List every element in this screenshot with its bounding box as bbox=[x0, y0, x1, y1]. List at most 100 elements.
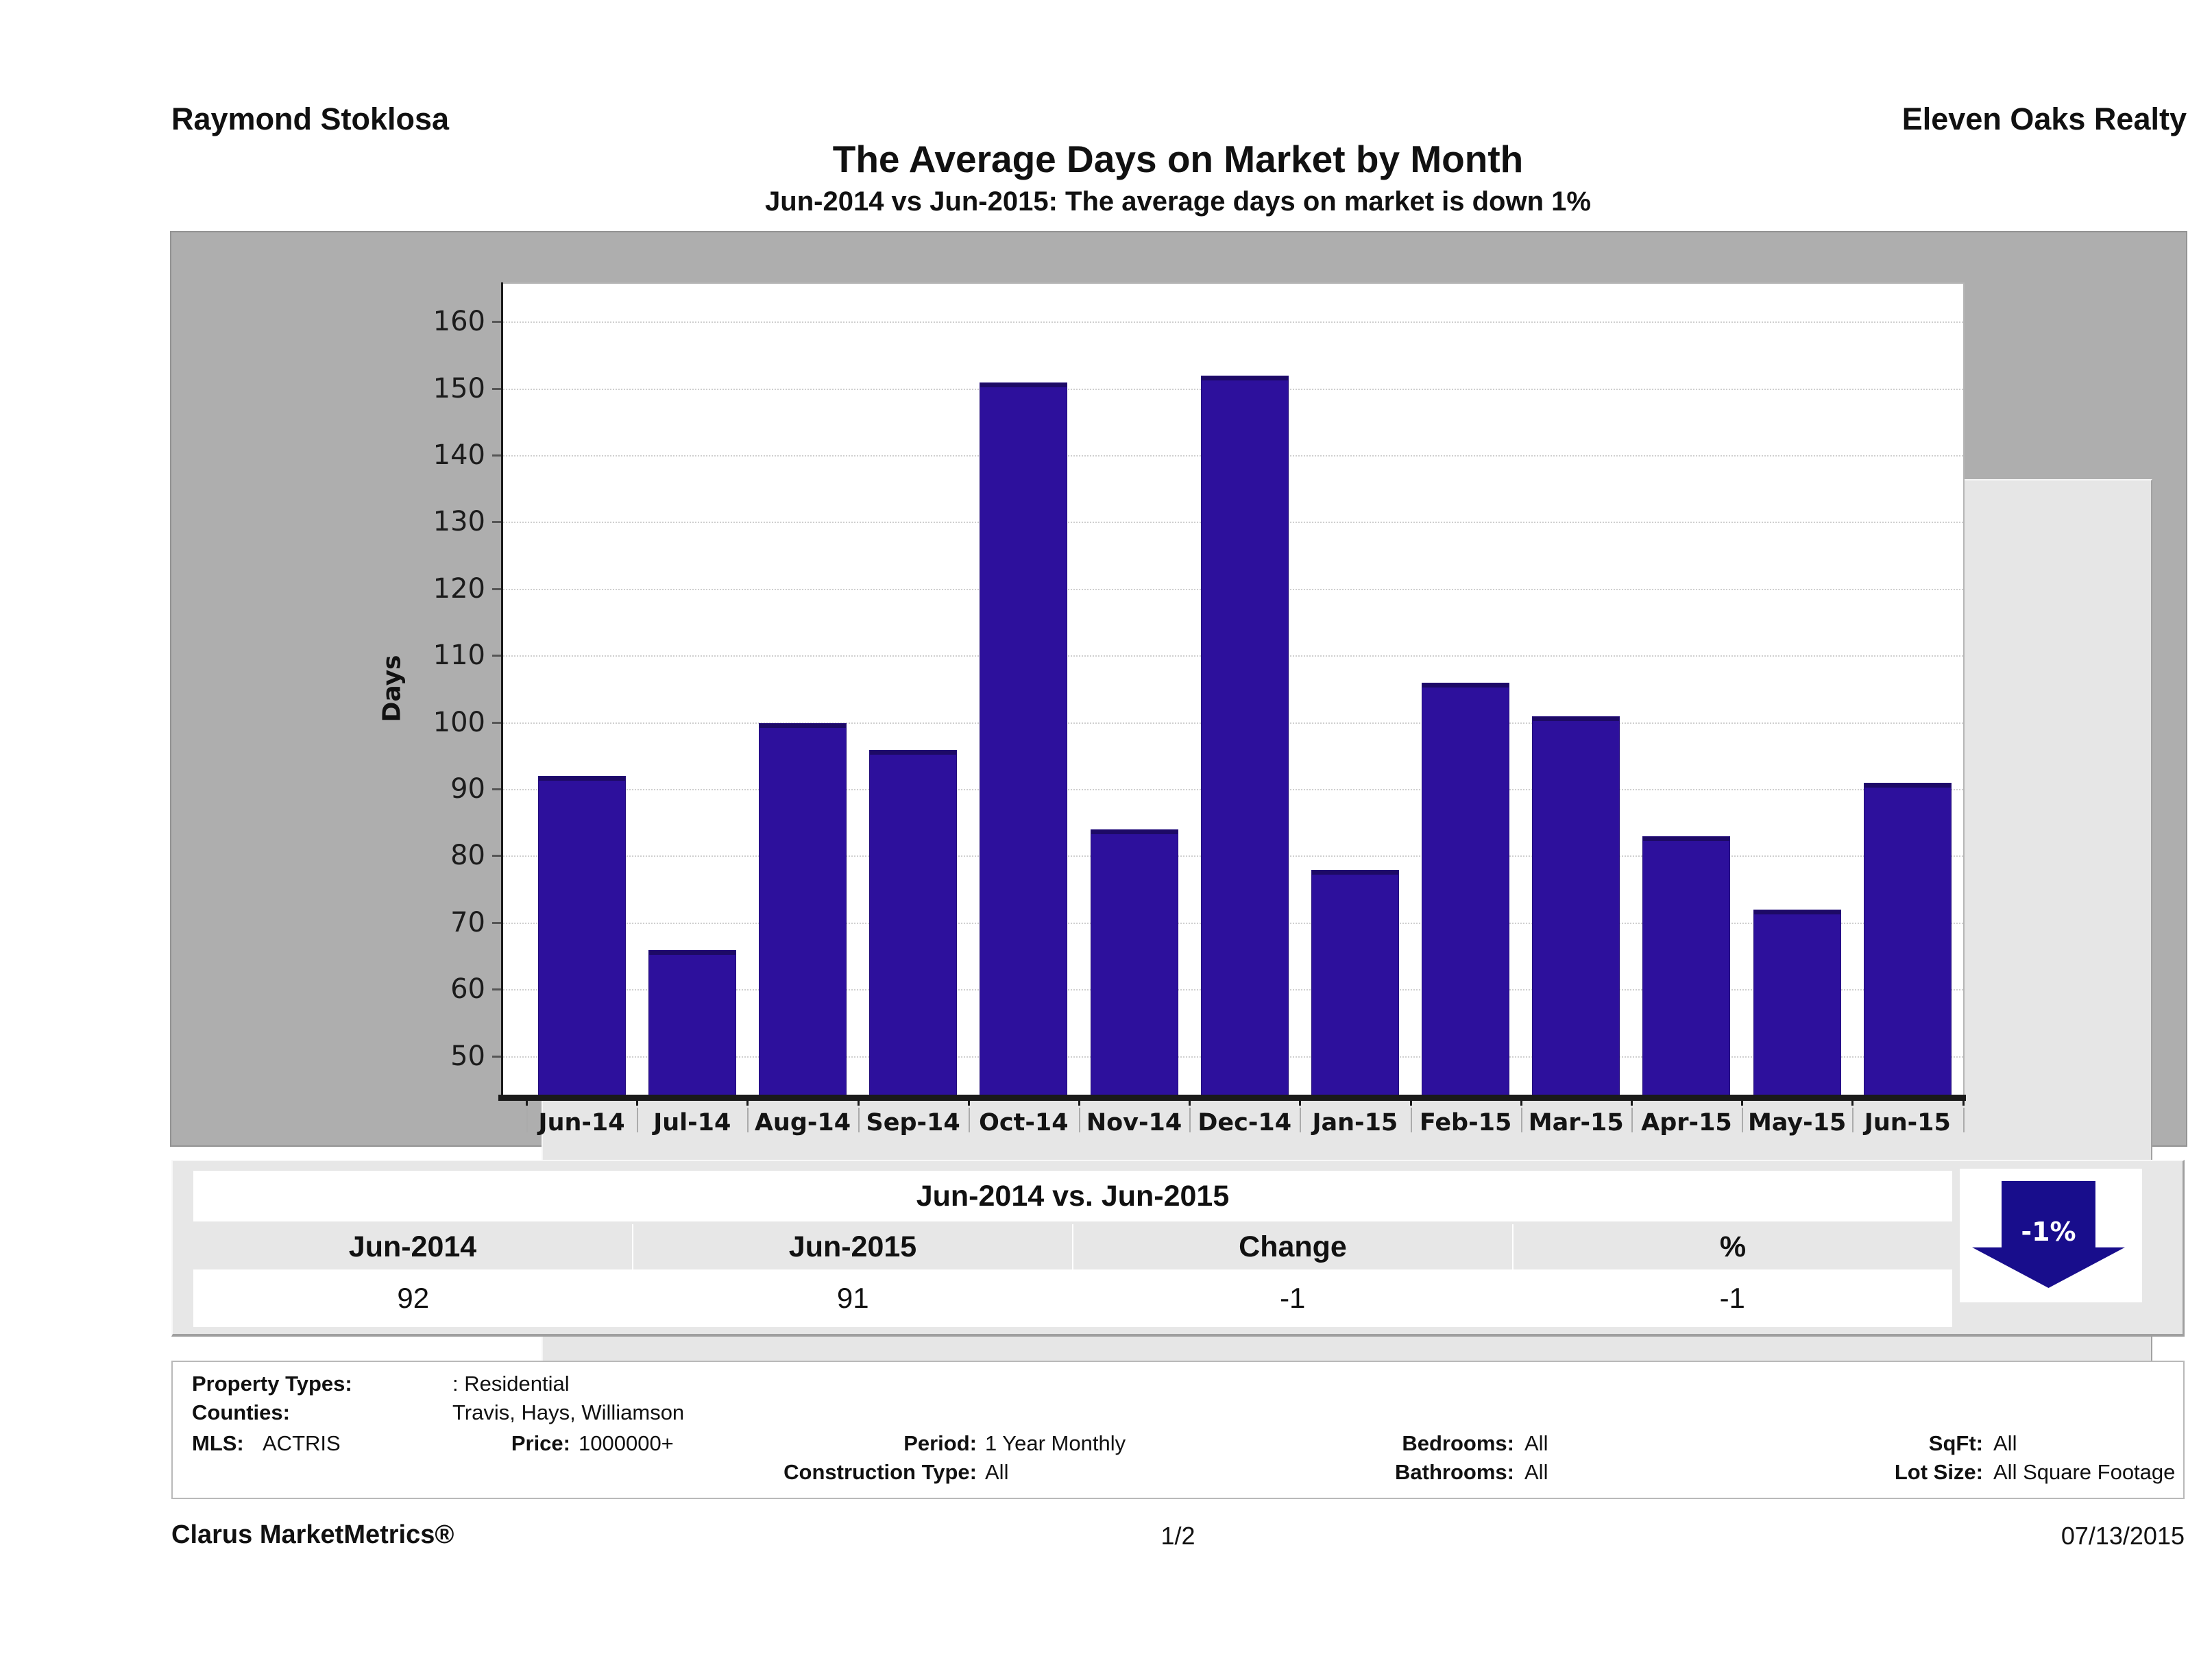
bar-Dec-14 bbox=[1200, 376, 1289, 1097]
summary-value-Change: -1 bbox=[1280, 1282, 1306, 1314]
plot-area bbox=[503, 282, 1965, 1097]
y-tick-mark-160 bbox=[492, 321, 502, 324]
mls-value: ACTRIS bbox=[263, 1431, 341, 1455]
company-name: Eleven Oaks Realty bbox=[1901, 101, 2187, 136]
bar-cell-Jun-15 bbox=[1852, 284, 1962, 1097]
y-tick-mark-130 bbox=[492, 521, 502, 524]
bar-Mar-15 bbox=[1532, 716, 1620, 1097]
x-label-separator bbox=[526, 1108, 528, 1132]
x-tick-label-May-15: May-15 bbox=[1747, 1109, 1847, 1136]
price-label: Price: bbox=[511, 1431, 570, 1455]
x-axis-line bbox=[498, 1095, 1966, 1101]
property-types-label: Property Types: bbox=[192, 1372, 352, 1396]
summary-values-row: 92 91 -1 -1 bbox=[193, 1269, 1952, 1327]
x-label-separator bbox=[1300, 1108, 1302, 1132]
y-tick-label-140: 140 bbox=[433, 439, 485, 471]
x-tick-label-Apr-15: Apr-15 bbox=[1641, 1109, 1732, 1136]
x-axis-tick bbox=[1520, 1101, 1522, 1106]
x-label-separator bbox=[1410, 1108, 1412, 1132]
bar-Sep-14 bbox=[869, 749, 958, 1097]
bars-layer bbox=[503, 284, 1963, 1097]
summary-value-Jun-2014: 92 bbox=[397, 1282, 430, 1314]
x-tick-label-Nov-14: Nov-14 bbox=[1086, 1109, 1182, 1136]
report-date: 07/13/2015 bbox=[2061, 1522, 2185, 1550]
y-tick-mark-120 bbox=[492, 587, 502, 590]
property-types-value: : Residential bbox=[452, 1372, 570, 1396]
bar-cell-Oct-14 bbox=[969, 284, 1079, 1097]
bar-cell-Apr-15 bbox=[1631, 284, 1742, 1097]
y-tick-label-150: 150 bbox=[433, 372, 485, 404]
x-axis-tick bbox=[526, 1101, 528, 1106]
x-label-separator bbox=[1631, 1108, 1633, 1132]
y-tick-mark-110 bbox=[492, 655, 502, 657]
summary-title: Jun-2014 vs. Jun-2015 bbox=[916, 1179, 1230, 1213]
bar-cell-Jul-14 bbox=[637, 284, 747, 1097]
counties-label: Counties: bbox=[192, 1400, 290, 1424]
brand-name: Clarus MarketMetrics® bbox=[171, 1520, 454, 1549]
summary-title-row: Jun-2014 vs. Jun-2015 bbox=[193, 1171, 1952, 1221]
change-indicator: -1% bbox=[1960, 1169, 2142, 1302]
period-value: 1 Year Monthly bbox=[985, 1431, 1126, 1455]
x-tick-label-Sep-14: Sep-14 bbox=[866, 1109, 960, 1136]
lot-size-label: Lot Size: bbox=[1894, 1460, 1983, 1484]
y-tick-mark-80 bbox=[492, 855, 502, 858]
x-axis-tick bbox=[1851, 1101, 1854, 1106]
bathrooms-value: All bbox=[1524, 1460, 1548, 1484]
y-tick-label-110: 110 bbox=[433, 640, 485, 672]
summary-table: Jun-2014 vs. Jun-2015 Jun-2014 Jun-2015 Ch… bbox=[171, 1160, 2185, 1337]
x-axis-tick bbox=[1631, 1101, 1633, 1106]
x-tick-label-Jul-14: Jul-14 bbox=[653, 1109, 731, 1136]
summary-header-Jun-2014: Jun-2014 bbox=[193, 1224, 633, 1269]
bar-Aug-14 bbox=[758, 722, 847, 1097]
summary-header-Change: Change bbox=[1073, 1224, 1514, 1269]
x-tick-label-Jun-14: Jun-14 bbox=[538, 1109, 625, 1136]
bar-cell-Nov-14 bbox=[1079, 284, 1189, 1097]
bathrooms-label: Bathrooms: bbox=[1395, 1460, 1514, 1484]
x-axis-tick bbox=[857, 1101, 860, 1106]
bar-Feb-15 bbox=[1422, 683, 1510, 1097]
bar-cell-Jun-14 bbox=[526, 284, 637, 1097]
x-label-separator bbox=[1962, 1108, 1965, 1132]
summary-header-%: % bbox=[1719, 1230, 1747, 1263]
agent-name: Raymond Stoklosa bbox=[171, 101, 450, 136]
x-label-separator bbox=[1189, 1108, 1191, 1132]
bar-May-15 bbox=[1753, 910, 1841, 1097]
bar-cell-Feb-15 bbox=[1411, 284, 1521, 1097]
x-label-separator bbox=[858, 1108, 860, 1132]
y-tick-mark-60 bbox=[492, 988, 502, 991]
bar-Jun-14 bbox=[537, 776, 626, 1097]
x-label-separator bbox=[747, 1108, 749, 1132]
y-tick-label-60: 60 bbox=[450, 973, 485, 1006]
y-tick-mark-70 bbox=[492, 921, 502, 924]
x-axis-tick bbox=[1741, 1101, 1744, 1106]
sqft-label: SqFt: bbox=[1928, 1431, 1983, 1455]
construction-type-label: Construction Type: bbox=[783, 1460, 977, 1484]
x-label-separator bbox=[637, 1108, 639, 1132]
summary-header-Jun-2015: Jun-2015 bbox=[633, 1224, 1073, 1269]
summary-header-row: Jun-2014 Jun-2015 Change% bbox=[193, 1224, 1952, 1269]
y-axis-ticks: 50 60 70 80 90 100 110 120 130 140 150 160 bbox=[370, 282, 503, 1095]
y-tick-label-90: 90 bbox=[450, 773, 485, 805]
bar-cell-Dec-14 bbox=[1189, 284, 1300, 1097]
y-tick-mark-90 bbox=[492, 788, 502, 790]
x-axis-tick bbox=[967, 1101, 970, 1106]
x-axis-labels: Jun-14 Jul-14 Aug-14 Sep-14 Oct-14 Nov-14 Dec-… bbox=[503, 1105, 1965, 1136]
x-label-separator bbox=[1852, 1108, 1854, 1132]
x-axis-tick bbox=[1409, 1101, 1412, 1106]
y-tick-mark-100 bbox=[492, 721, 502, 724]
y-tick-mark-140 bbox=[492, 454, 502, 457]
bedrooms-value: All bbox=[1524, 1431, 1548, 1455]
x-tick-label-Dec-14: Dec-14 bbox=[1198, 1109, 1292, 1136]
period-label: Period: bbox=[903, 1431, 977, 1455]
report-title: The Average Days on Market by Month bbox=[832, 138, 1524, 180]
bar-cell-Mar-15 bbox=[1521, 284, 1631, 1097]
bedrooms-label: Bedrooms: bbox=[1402, 1431, 1514, 1455]
bar-Jun-15 bbox=[1863, 783, 1952, 1097]
y-tick-mark-50 bbox=[492, 1055, 502, 1058]
criteria-box: Property Types: : Residential Counties: … bbox=[171, 1361, 2185, 1499]
x-tick-label-Aug-14: Aug-14 bbox=[754, 1109, 851, 1136]
counties-value: Travis, Hays, Williamson bbox=[452, 1400, 685, 1424]
bar-cell-Aug-14 bbox=[747, 284, 858, 1097]
summary-value-%: -1 bbox=[1719, 1282, 1745, 1314]
